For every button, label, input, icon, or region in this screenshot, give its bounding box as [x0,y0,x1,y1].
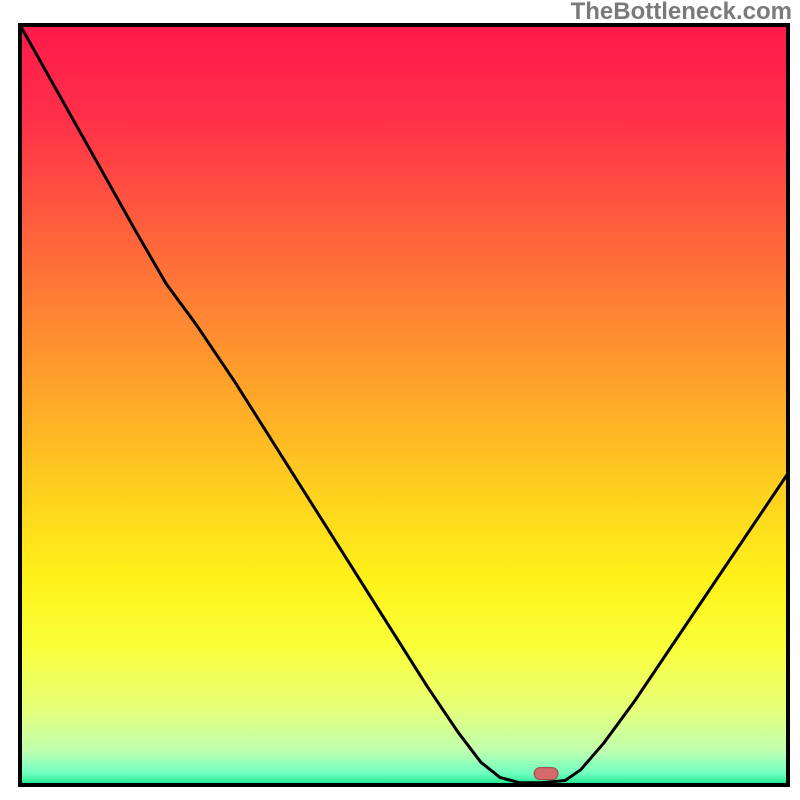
optimum-marker [534,768,558,780]
chart-container: TheBottleneck.com [0,0,800,800]
bottleneck-chart [0,0,800,800]
chart-background [20,25,788,785]
watermark-text: TheBottleneck.com [571,0,792,24]
